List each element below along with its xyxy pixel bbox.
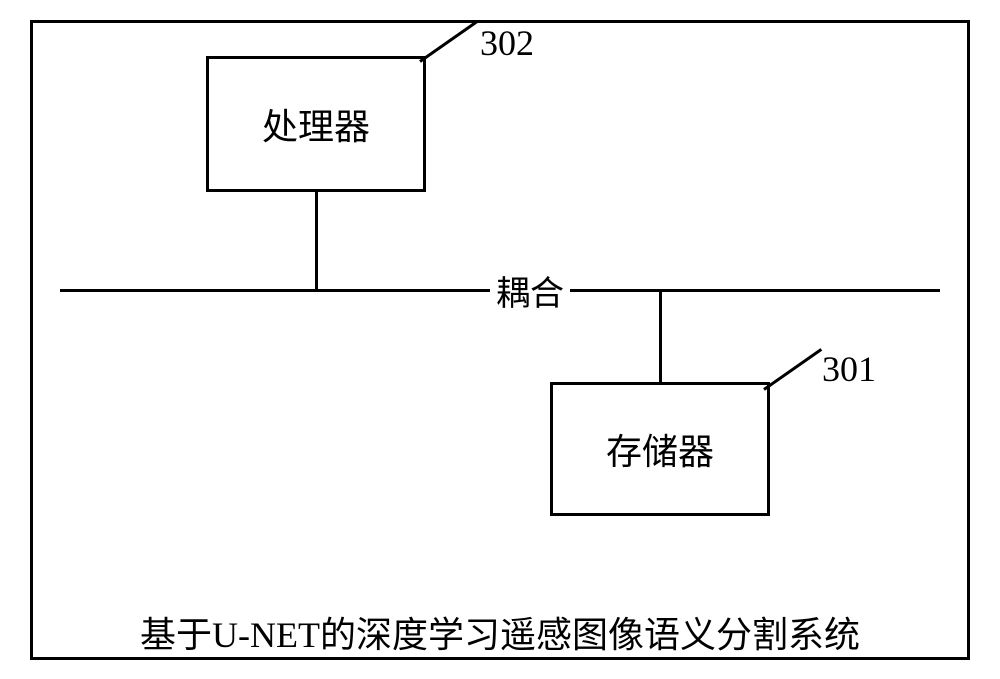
connector-memory: [659, 290, 662, 382]
bus-label-wrap: 耦合: [490, 266, 570, 315]
callout-text-memory: 301: [822, 349, 876, 389]
callout-label-processor: 302: [480, 22, 534, 64]
diagram-caption: 基于U-NET的深度学习遥感图像语义分割系统: [30, 606, 970, 658]
connector-processor: [315, 192, 318, 290]
callout-label-memory: 301: [822, 348, 876, 390]
caption-text: 基于U-NET的深度学习遥感图像语义分割系统: [140, 615, 860, 655]
node-memory-label: 存储器: [606, 423, 714, 475]
node-processor: 处理器: [206, 56, 426, 192]
diagram-frame: [30, 20, 970, 660]
node-memory: 存储器: [550, 382, 770, 516]
callout-text-processor: 302: [480, 23, 534, 63]
bus-label: 耦合: [496, 266, 564, 315]
node-processor-label: 处理器: [262, 98, 370, 150]
